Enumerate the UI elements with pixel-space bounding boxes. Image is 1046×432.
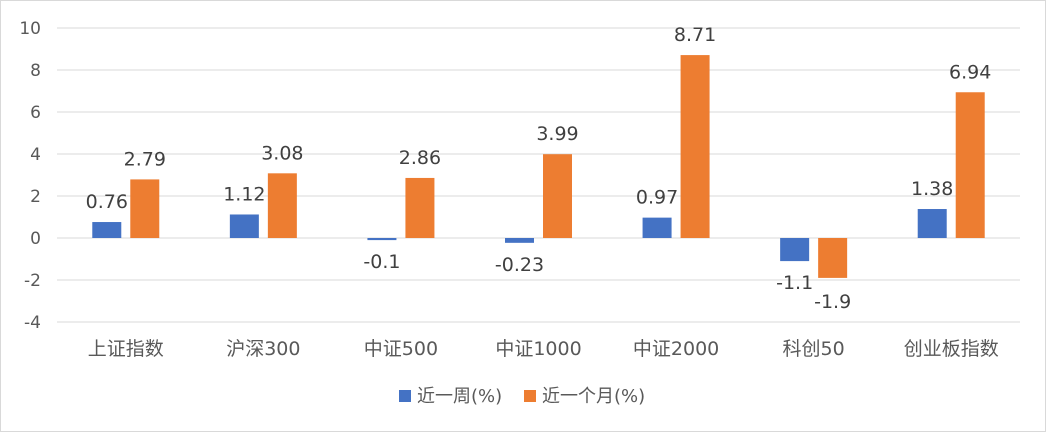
- x-axis-ticks: 上证指数 沪深300 中证500 中证1000 中证2000 科创50 创业板指数: [88, 338, 999, 360]
- data-label: 3.99: [536, 123, 578, 145]
- legend-swatch: [524, 390, 536, 402]
- x-tick-label: 科创50: [783, 338, 845, 360]
- data-label: 8.71: [674, 24, 716, 46]
- data-label: 1.38: [911, 178, 953, 200]
- gridlines: [57, 27, 1020, 323]
- bar-month: [130, 179, 160, 238]
- bars: [92, 55, 985, 278]
- x-tick-label: 创业板指数: [904, 338, 999, 360]
- bar-week: [780, 238, 810, 262]
- y-tick-label: 0: [30, 229, 41, 249]
- bar-month: [680, 55, 710, 239]
- data-label: 2.86: [399, 147, 441, 169]
- data-label: 0.97: [636, 187, 678, 209]
- data-labels: 0.76 2.79 1.12 3.08 -0.1 2.86 -0.23 3.99 0.97 8.7…: [86, 24, 992, 313]
- bar-month: [818, 238, 848, 278]
- bar-month: [405, 177, 435, 238]
- y-tick-label: 10: [19, 19, 41, 39]
- bar-week: [917, 209, 947, 238]
- bar-month: [543, 154, 572, 238]
- bar-week: [367, 238, 397, 241]
- y-tick-label: -4: [24, 313, 41, 333]
- x-tick-label: 中证500: [364, 338, 438, 360]
- x-tick-label: 中证2000: [633, 338, 719, 360]
- y-axis-ticks: 10 8 6 4 2 0 -2 -4: [19, 19, 41, 333]
- x-tick-label: 中证1000: [495, 338, 581, 360]
- data-label: 3.08: [261, 142, 303, 164]
- data-label: 2.79: [124, 148, 166, 170]
- bar-month: [955, 92, 985, 238]
- y-tick-label: 2: [30, 187, 41, 207]
- y-tick-label: 8: [30, 61, 41, 81]
- bar-week: [505, 238, 534, 243]
- y-tick-label: -2: [24, 271, 41, 291]
- data-label: 0.76: [86, 191, 128, 213]
- y-tick-label: 4: [30, 145, 41, 165]
- data-label: -1.1: [776, 272, 813, 294]
- legend-label: 近一周(%): [417, 386, 502, 407]
- bar-week: [229, 214, 259, 238]
- data-label: -1.9: [814, 291, 851, 313]
- legend-label: 近一个月(%): [542, 386, 645, 407]
- legend: 近一周(%) 近一个月(%): [399, 386, 645, 407]
- data-label: 1.12: [223, 183, 265, 205]
- bar-week: [92, 222, 122, 238]
- x-tick-label: 上证指数: [88, 338, 164, 360]
- legend-swatch: [399, 390, 411, 402]
- x-tick-label: 沪深300: [226, 338, 300, 360]
- y-tick-label: 6: [30, 103, 41, 123]
- bar-month: [267, 173, 297, 238]
- data-label: -0.1: [363, 251, 400, 273]
- data-label: 6.94: [949, 61, 991, 83]
- data-label: -0.23: [495, 254, 544, 276]
- bar-week: [642, 217, 672, 238]
